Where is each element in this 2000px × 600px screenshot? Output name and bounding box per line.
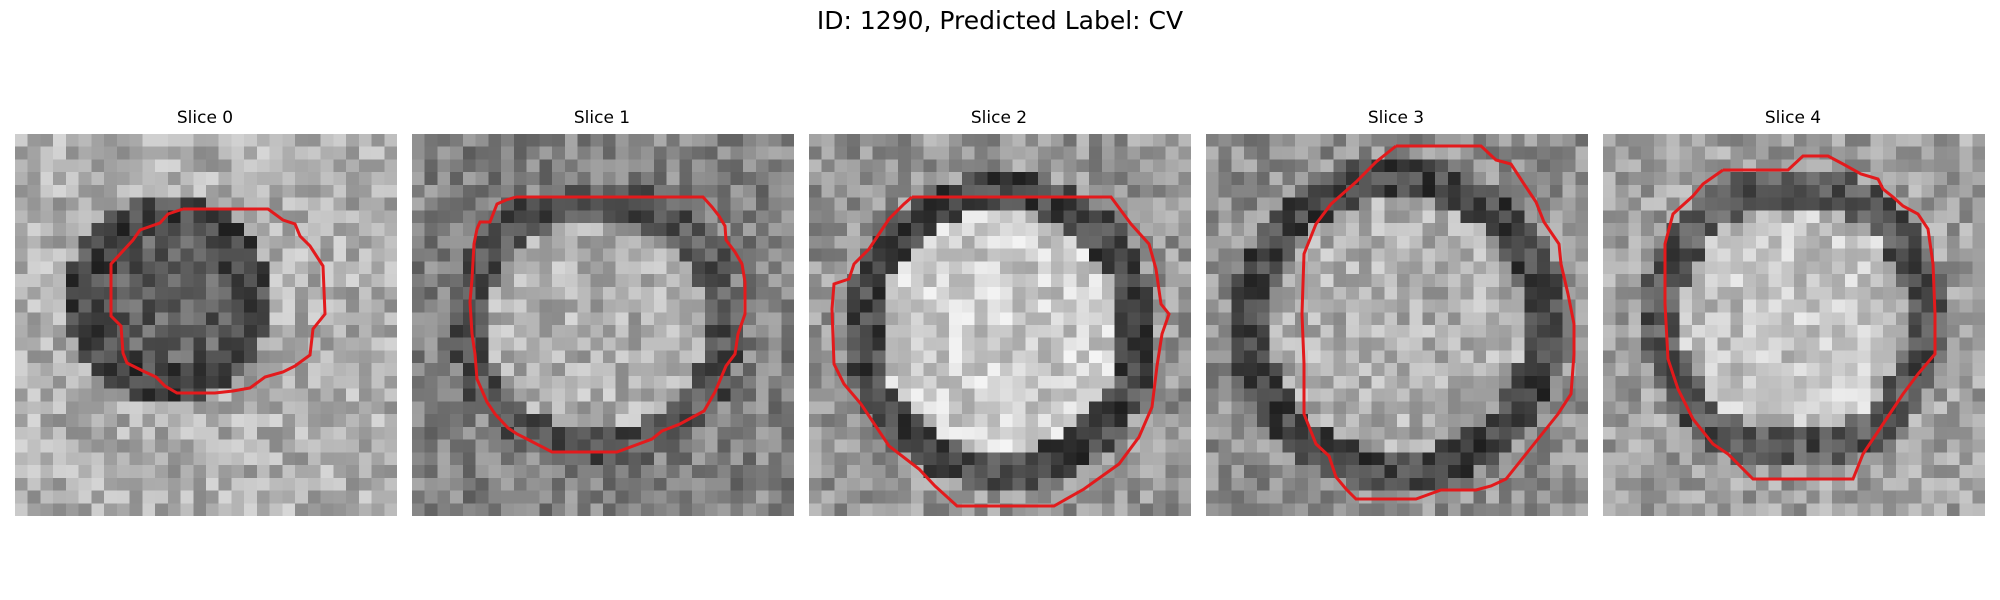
slice-3-contour xyxy=(1300,144,1576,501)
slice-0-contour xyxy=(109,207,327,395)
slice-1-image xyxy=(412,134,794,516)
slice-0-image xyxy=(15,134,397,516)
slice-0-pixels xyxy=(15,134,397,516)
slice-4-image xyxy=(1603,134,1985,516)
slice-1-contour xyxy=(468,195,747,454)
figure-title: ID: 1290, Predicted Label: CV xyxy=(816,6,1184,35)
slice-2-title: Slice 2 xyxy=(970,108,1028,128)
slice-4-contour xyxy=(1663,154,1937,481)
slice-4-title: Slice 4 xyxy=(1764,108,1822,128)
slice-1-title: Slice 1 xyxy=(573,108,631,128)
slice-3-image xyxy=(1206,134,1588,516)
slice-3-pixels xyxy=(1206,134,1588,516)
slice-2-contour xyxy=(830,195,1171,508)
slice-2-image xyxy=(809,134,1191,516)
slice-0-title: Slice 0 xyxy=(176,108,234,128)
slice-3-title: Slice 3 xyxy=(1367,108,1425,128)
